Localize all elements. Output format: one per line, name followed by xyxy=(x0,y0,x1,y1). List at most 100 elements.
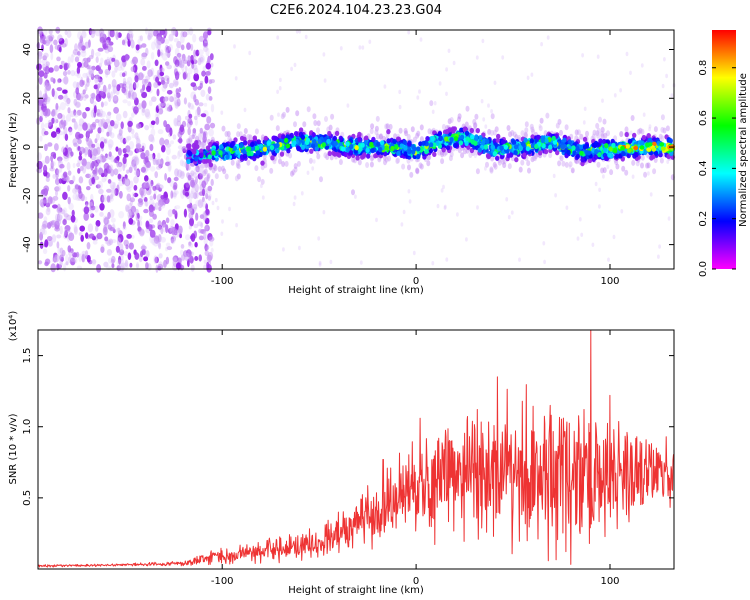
heatmap-cell xyxy=(149,184,154,189)
heatmap-cell xyxy=(195,165,200,173)
heatmap-cell xyxy=(657,254,660,259)
heatmap-cell xyxy=(94,118,100,124)
heatmap-cell xyxy=(576,129,581,136)
heatmap-cell xyxy=(156,36,163,46)
heatmap-cell xyxy=(95,56,99,63)
heatmap-cell xyxy=(64,30,68,36)
heatmap-cell xyxy=(416,95,420,100)
heatmap-cell xyxy=(208,96,213,101)
heatmap-cell xyxy=(43,164,48,173)
heatmap-cell xyxy=(217,166,222,172)
heatmap-cell xyxy=(523,131,528,138)
heatmap-cell xyxy=(580,232,584,237)
heatmap-cell xyxy=(205,145,211,151)
heatmap-cell xyxy=(204,123,211,131)
heatmap-cell xyxy=(49,44,54,54)
heatmap-cell xyxy=(131,192,135,198)
heatmap-cell xyxy=(49,167,55,172)
heatmap-cell xyxy=(94,74,100,79)
heatmap-cell xyxy=(216,205,220,211)
heatmap-cell xyxy=(192,128,197,134)
heatmap-cell xyxy=(68,128,73,136)
heatmap-cell xyxy=(603,132,608,139)
heatmap-cell xyxy=(349,144,354,150)
heatmap-cell xyxy=(132,56,138,65)
heatmap-cell xyxy=(292,201,296,207)
heatmap-cell xyxy=(57,78,61,84)
heatmap-cell xyxy=(64,93,68,100)
heatmap-cell xyxy=(127,125,133,132)
heatmap-cell xyxy=(125,204,130,212)
heatmap-cell xyxy=(179,249,184,256)
heatmap-cell xyxy=(338,159,343,165)
heatmap-cell xyxy=(282,111,286,118)
heatmap-cell xyxy=(86,242,91,250)
heatmap-cell xyxy=(195,109,198,117)
heatmap-cell xyxy=(124,178,131,187)
heatmap-cell xyxy=(474,153,477,159)
heatmap-cell xyxy=(105,218,110,227)
heatmap-cell xyxy=(275,142,280,148)
heatmap-cell xyxy=(252,156,257,162)
heatmap-cell xyxy=(357,159,362,166)
heatmap-cell xyxy=(106,249,112,256)
heatmap-cell xyxy=(286,148,291,154)
heatmap-cell xyxy=(193,67,199,75)
heatmap-cell xyxy=(493,163,498,170)
heatmap-cell xyxy=(163,259,167,268)
heatmap-cell xyxy=(615,163,620,170)
heatmap-cell xyxy=(131,91,137,101)
heatmap-cell xyxy=(548,144,553,150)
heatmap-cell xyxy=(184,252,191,261)
heatmap-cell xyxy=(227,135,232,142)
heatmap-cell xyxy=(91,48,95,58)
heatmap-cell xyxy=(194,183,199,193)
heatmap-cell xyxy=(392,138,397,144)
heatmap-cell xyxy=(134,170,140,177)
heatmap-cell xyxy=(445,91,448,97)
heatmap-cell xyxy=(230,159,235,166)
heatmap-cell xyxy=(524,121,529,128)
heatmap-cell xyxy=(145,149,150,158)
heatmap-cell xyxy=(61,146,66,153)
y-tick-label: 0.5 xyxy=(22,490,33,506)
heatmap-cell xyxy=(44,143,48,152)
heatmap-cell xyxy=(660,114,665,121)
heatmap-cell xyxy=(507,215,511,220)
heatmap-cell xyxy=(211,167,216,174)
heatmap-cell xyxy=(474,113,479,120)
heatmap-cell xyxy=(210,62,214,68)
heatmap-cell xyxy=(531,128,536,135)
heatmap-cell xyxy=(662,127,667,134)
heatmap-cell xyxy=(492,151,498,157)
heatmap-cell xyxy=(205,208,210,215)
heatmap-cell xyxy=(192,203,198,210)
heatmap-cell xyxy=(246,133,251,140)
heatmap-cell xyxy=(50,160,54,170)
heatmap-cell xyxy=(186,164,191,171)
heatmap-cell xyxy=(304,34,308,40)
heatmap-cell xyxy=(138,35,142,40)
heatmap-cell xyxy=(110,189,116,198)
heatmap-cell xyxy=(158,206,162,212)
heatmap-cell xyxy=(309,148,314,154)
heatmap-cell xyxy=(443,204,447,209)
heatmap-cell xyxy=(651,141,657,147)
heatmap-cell xyxy=(141,100,147,109)
heatmap-cell xyxy=(42,28,48,36)
heatmap-cell xyxy=(202,41,209,48)
heatmap-cell xyxy=(132,82,137,91)
heatmap-cell xyxy=(197,113,201,117)
heatmap-cell xyxy=(255,145,260,151)
heatmap-cell xyxy=(359,260,363,265)
heatmap-cell xyxy=(148,134,155,142)
heatmap-cell xyxy=(123,262,129,271)
heatmap-cell xyxy=(57,112,63,119)
heatmap-cell xyxy=(202,196,205,203)
heatmap-cell xyxy=(73,121,79,130)
heatmap-cell xyxy=(200,89,206,98)
heatmap-cell xyxy=(110,120,115,127)
heatmap-cell xyxy=(203,230,208,238)
heatmap-cell xyxy=(59,225,63,235)
heatmap-cell xyxy=(254,165,259,172)
